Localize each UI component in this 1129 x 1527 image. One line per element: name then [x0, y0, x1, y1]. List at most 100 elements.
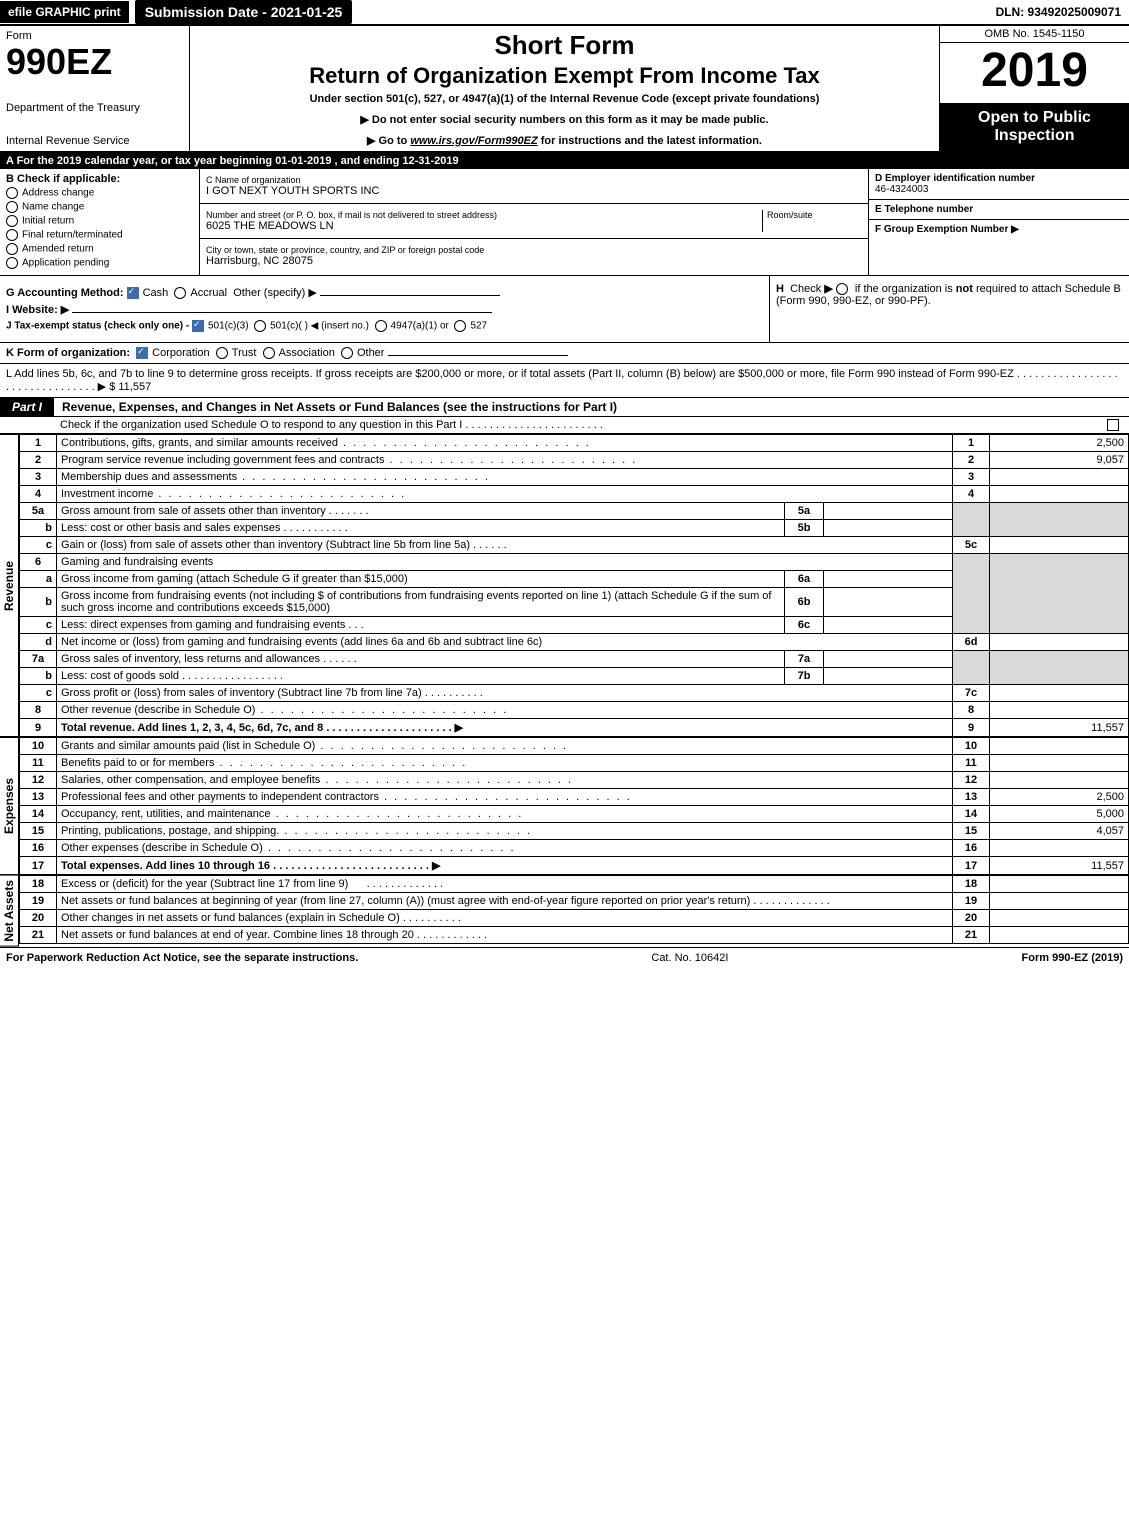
accrual-checkbox[interactable]: [174, 287, 186, 299]
org-city-label: City or town, state or province, country…: [206, 245, 862, 255]
line-11-amount: [990, 755, 1129, 772]
other-org-checkbox[interactable]: [341, 347, 353, 359]
line-19: 19 Net assets or fund balances at beginn…: [20, 893, 1129, 910]
501c3-checkbox[interactable]: [192, 320, 204, 332]
501c-checkbox[interactable]: [254, 320, 266, 332]
h-checkbox[interactable]: [836, 283, 848, 295]
tax-year: 2019: [940, 43, 1129, 99]
line-9-amount: 11,557: [990, 719, 1129, 737]
check-name-change[interactable]: Name change: [6, 201, 193, 213]
line-2: 2 Program service revenue including gove…: [20, 452, 1129, 469]
dept-treasury: Department of the Treasury: [6, 102, 183, 114]
line-5a-sub-amount: [824, 503, 953, 520]
assoc-checkbox[interactable]: [263, 347, 275, 359]
cash-checkbox[interactable]: [127, 287, 139, 299]
expenses-table: 10 Grants and similar amounts paid (list…: [19, 737, 1129, 875]
room-suite-label: Room/suite: [767, 210, 862, 220]
g-label: G Accounting Method:: [6, 287, 124, 299]
i-label: I Website: ▶: [6, 304, 69, 316]
line-15-amount: 4,057: [990, 823, 1129, 840]
line-18-amount: [990, 876, 1129, 893]
line-13: 13 Professional fees and other payments …: [20, 789, 1129, 806]
col-b-title: B Check if applicable:: [6, 173, 193, 185]
website-input[interactable]: [72, 312, 492, 313]
corp-checkbox[interactable]: [136, 347, 148, 359]
net-assets-table: 18 Excess or (deficit) for the year (Sub…: [19, 875, 1129, 944]
header-center: Short Form Return of Organization Exempt…: [190, 26, 939, 151]
group-exemption-row: F Group Exemption Number ▶: [869, 220, 1129, 239]
check-amended-return[interactable]: Amended return: [6, 243, 193, 255]
line-18: 18 Excess or (deficit) for the year (Sub…: [20, 876, 1129, 893]
col-c-org-info: C Name of organization I GOT NEXT YOUTH …: [200, 169, 869, 275]
schedule-o-checkbox[interactable]: [1107, 419, 1119, 431]
line-4: 4 Investment income 4: [20, 486, 1129, 503]
line-7c: c Gross profit or (loss) from sales of i…: [20, 685, 1129, 702]
revenue-side-label: Revenue: [0, 434, 19, 737]
line-6a-sub-amount: [824, 571, 953, 588]
col-b-checkboxes: B Check if applicable: Address change Na…: [0, 169, 200, 275]
telephone-row: E Telephone number: [869, 200, 1129, 220]
org-name-value: I GOT NEXT YOUTH SPORTS INC: [206, 185, 862, 197]
line-4-amount: [990, 486, 1129, 503]
line-17: 17 Total expenses. Add lines 10 through …: [20, 857, 1129, 875]
goto-prefix: ▶ Go to: [367, 135, 410, 147]
527-checkbox[interactable]: [454, 320, 466, 332]
org-street-value: 6025 THE MEADOWS LN: [206, 220, 762, 232]
line-6b-sub-amount: [824, 588, 953, 617]
trust-checkbox[interactable]: [216, 347, 228, 359]
revenue-block: Revenue 1 Contributions, gifts, grants, …: [0, 434, 1129, 737]
row-a-tax-year: A For the 2019 calendar year, or tax yea…: [0, 153, 1129, 169]
line-7b-sub-amount: [824, 668, 953, 685]
expenses-block: Expenses 10 Grants and similar amounts p…: [0, 737, 1129, 875]
line-20-amount: [990, 910, 1129, 927]
group-exemption-label: F Group Exemption Number ▶: [875, 224, 1123, 235]
line-5a: 5a Gross amount from sale of assets othe…: [20, 503, 1129, 520]
goto-link-line: ▶ Go to www.irs.gov/Form990EZ for instru…: [198, 134, 931, 147]
short-form-title: Short Form: [198, 30, 931, 61]
dln-label: DLN: 93492025009071: [988, 1, 1129, 23]
other-org-input[interactable]: [388, 355, 568, 356]
line-2-amount: 9,057: [990, 452, 1129, 469]
tax-exempt-status-row: J Tax-exempt status (check only one) - 5…: [6, 320, 763, 332]
org-city-value: Harrisburg, NC 28075: [206, 255, 862, 267]
return-title: Return of Organization Exempt From Incom…: [198, 63, 931, 89]
col-def: D Employer identification number 46-4324…: [869, 169, 1129, 275]
line-14-amount: 5,000: [990, 806, 1129, 823]
irs-link[interactable]: www.irs.gov/Form990EZ: [410, 135, 537, 147]
form-number: 990EZ: [6, 44, 183, 80]
line-15: 15 Printing, publications, postage, and …: [20, 823, 1129, 840]
line-17-amount: 11,557: [990, 857, 1129, 875]
form-ref: Form 990-EZ (2019): [1022, 952, 1123, 964]
paperwork-notice: For Paperwork Reduction Act Notice, see …: [6, 952, 358, 964]
line-8: 8 Other revenue (describe in Schedule O)…: [20, 702, 1129, 719]
top-bar: efile GRAPHIC print Submission Date - 20…: [0, 0, 1129, 26]
header-left: Form 990EZ Department of the Treasury In…: [0, 26, 190, 151]
line-6d-amount: [990, 634, 1129, 651]
other-method-input[interactable]: [320, 295, 500, 296]
efile-print-button[interactable]: efile GRAPHIC print: [0, 1, 129, 23]
check-final-return[interactable]: Final return/terminated: [6, 229, 193, 241]
line-8-amount: [990, 702, 1129, 719]
line-9: 9 Total revenue. Add lines 1, 2, 3, 4, 5…: [20, 719, 1129, 737]
ein-label: D Employer identification number: [875, 173, 1123, 184]
org-city-row: City or town, state or province, country…: [200, 239, 868, 273]
check-initial-return[interactable]: Initial return: [6, 215, 193, 227]
part-i-label: Part I: [0, 398, 54, 416]
ein-row: D Employer identification number 46-4324…: [869, 169, 1129, 200]
org-street-row: Number and street (or P. O. box, if mail…: [200, 204, 868, 239]
line-16: 16 Other expenses (describe in Schedule …: [20, 840, 1129, 857]
line-16-amount: [990, 840, 1129, 857]
net-assets-block: Net Assets 18 Excess or (deficit) for th…: [0, 875, 1129, 947]
under-section-text: Under section 501(c), 527, or 4947(a)(1)…: [198, 93, 931, 105]
header-right: OMB No. 1545-1150 2019 Open to Public In…: [939, 26, 1129, 151]
line-7c-amount: [990, 685, 1129, 702]
goto-suffix: for instructions and the latest informat…: [541, 135, 762, 147]
check-address-change[interactable]: Address change: [6, 187, 193, 199]
section-bcdef: B Check if applicable: Address change Na…: [0, 169, 1129, 276]
line-19-amount: [990, 893, 1129, 910]
4947-checkbox[interactable]: [375, 320, 387, 332]
page-footer: For Paperwork Reduction Act Notice, see …: [0, 947, 1129, 968]
ein-value: 46-4324003: [875, 184, 1123, 195]
line-1: 1 Contributions, gifts, grants, and simi…: [20, 435, 1129, 452]
check-application-pending[interactable]: Application pending: [6, 257, 193, 269]
